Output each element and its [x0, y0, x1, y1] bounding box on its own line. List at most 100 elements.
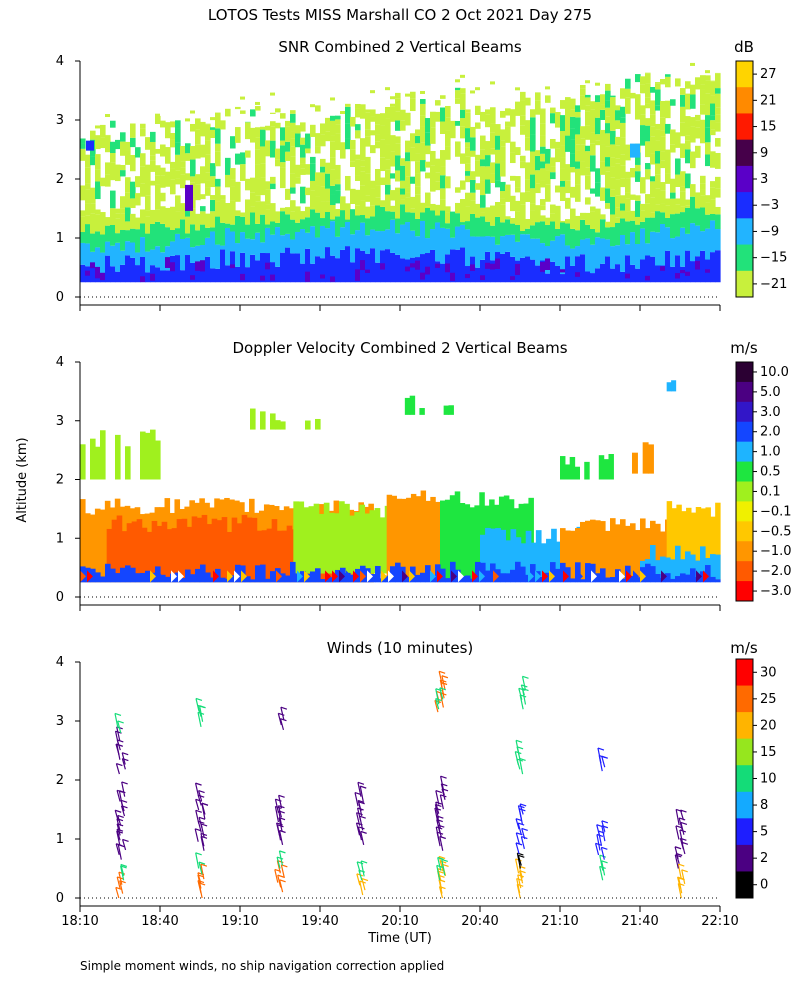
- snr-cell: [325, 209, 331, 229]
- velocity-cell: [260, 411, 266, 430]
- snr-cell: [650, 217, 656, 232]
- wind-barb: [596, 824, 601, 837]
- snr-cell: [665, 74, 671, 77]
- wind-barb: [679, 809, 685, 821]
- snr-cell: [290, 156, 296, 174]
- snr-cell: [475, 154, 481, 161]
- snr-cell: [400, 180, 406, 189]
- velocity-cell: [495, 528, 501, 580]
- velocity-cell: [115, 573, 121, 583]
- snr-cell: [595, 82, 600, 86]
- velocity-cell: [660, 556, 666, 580]
- snr-cell: [350, 188, 356, 205]
- wind-barb: [677, 883, 682, 899]
- velocity-cell: [560, 562, 566, 583]
- wind-barb-flag: [116, 789, 124, 793]
- snr-cell: [215, 186, 221, 202]
- velocity-cell: [703, 570, 709, 583]
- snr-cell: [250, 239, 256, 255]
- velocity-cell: [590, 519, 596, 580]
- wind-barb: [194, 828, 199, 842]
- snr-cell: [330, 219, 336, 222]
- velocity-cell: [176, 519, 183, 580]
- snr-cell: [660, 100, 666, 118]
- snr-cell: [295, 222, 301, 232]
- snr-cell: [235, 197, 241, 202]
- snr-cell: [590, 228, 596, 245]
- snr-cell: [500, 170, 506, 177]
- snr-cell: [550, 204, 556, 214]
- snr-cell: [665, 76, 671, 88]
- snr-cell: [180, 174, 186, 189]
- velocity-cell: [255, 565, 261, 583]
- snr-cell: [385, 184, 391, 195]
- snr-cell: [520, 204, 526, 231]
- snr-cell: [105, 255, 111, 283]
- snr-cell: [455, 187, 461, 193]
- velocity-cell: [472, 570, 478, 583]
- wind-barb: [116, 876, 121, 890]
- wind-barb: [521, 676, 527, 691]
- snr-cell: [605, 166, 611, 172]
- snr-cell: [150, 160, 156, 172]
- snr-cell: [265, 227, 271, 254]
- snr-cell: [470, 192, 476, 201]
- snr-cell: [675, 174, 681, 187]
- snr-cell: [660, 151, 666, 161]
- velocity-cell: [575, 528, 581, 580]
- snr-cell: [460, 180, 466, 190]
- velocity-cell: [110, 568, 116, 583]
- wind-barb: [200, 836, 205, 851]
- snr-cell: [170, 168, 176, 180]
- snr-cell: [235, 127, 241, 143]
- snr-cell: [695, 260, 701, 270]
- wind-barb: [515, 858, 520, 874]
- wind-barb: [115, 763, 120, 775]
- snr-cell: [565, 164, 571, 181]
- x-tick-label: 18:10: [61, 914, 98, 929]
- velocity-cell: [95, 572, 101, 583]
- doppler-colorbar-unit: m/s: [730, 339, 758, 357]
- wind-barb: [435, 698, 440, 710]
- snr-cell: [410, 91, 416, 99]
- velocity-cell: [420, 572, 426, 583]
- snr-cell: [150, 155, 156, 161]
- snr-cell: [560, 186, 566, 202]
- snr-cell: [640, 177, 646, 194]
- snr-cell: [370, 248, 376, 283]
- velocity-cell: [603, 459, 610, 480]
- snr-cell: [265, 262, 271, 270]
- snr-cell: [260, 214, 266, 243]
- velocity-cell: [490, 528, 496, 580]
- snr-cell: [315, 133, 321, 147]
- snr-cell: [305, 271, 311, 282]
- snr-cell: [470, 179, 476, 193]
- snr-cell: [365, 218, 371, 236]
- snr-cell: [145, 178, 151, 196]
- snr-cell: [285, 207, 291, 215]
- snr-cell: [275, 108, 281, 113]
- snr-cell: [445, 105, 451, 118]
- snr-cell: [145, 233, 151, 252]
- snr-cell: [705, 195, 711, 203]
- wind-barb-flag: [680, 809, 687, 813]
- velocity-cell: [715, 579, 721, 583]
- snr-cell: [400, 109, 406, 121]
- snr-cell: [610, 189, 616, 197]
- snr-cell: [170, 133, 176, 140]
- snr-cell: [595, 134, 601, 141]
- x-tick-label: 22:10: [701, 914, 738, 929]
- snr-cell: [465, 206, 471, 222]
- snr-cell: [365, 235, 371, 254]
- snr-cell: [520, 125, 526, 135]
- wind-barb: [601, 860, 606, 876]
- snr-cell: [205, 140, 211, 155]
- snr-cell: [165, 270, 171, 283]
- snr-cell: [365, 195, 371, 202]
- snr-cell: [160, 167, 166, 176]
- velocity-cell: [490, 563, 496, 583]
- snr-cell: [640, 125, 646, 138]
- snr-cell: [155, 184, 161, 200]
- velocity-cell: [680, 559, 686, 580]
- snr-cell: [485, 155, 491, 167]
